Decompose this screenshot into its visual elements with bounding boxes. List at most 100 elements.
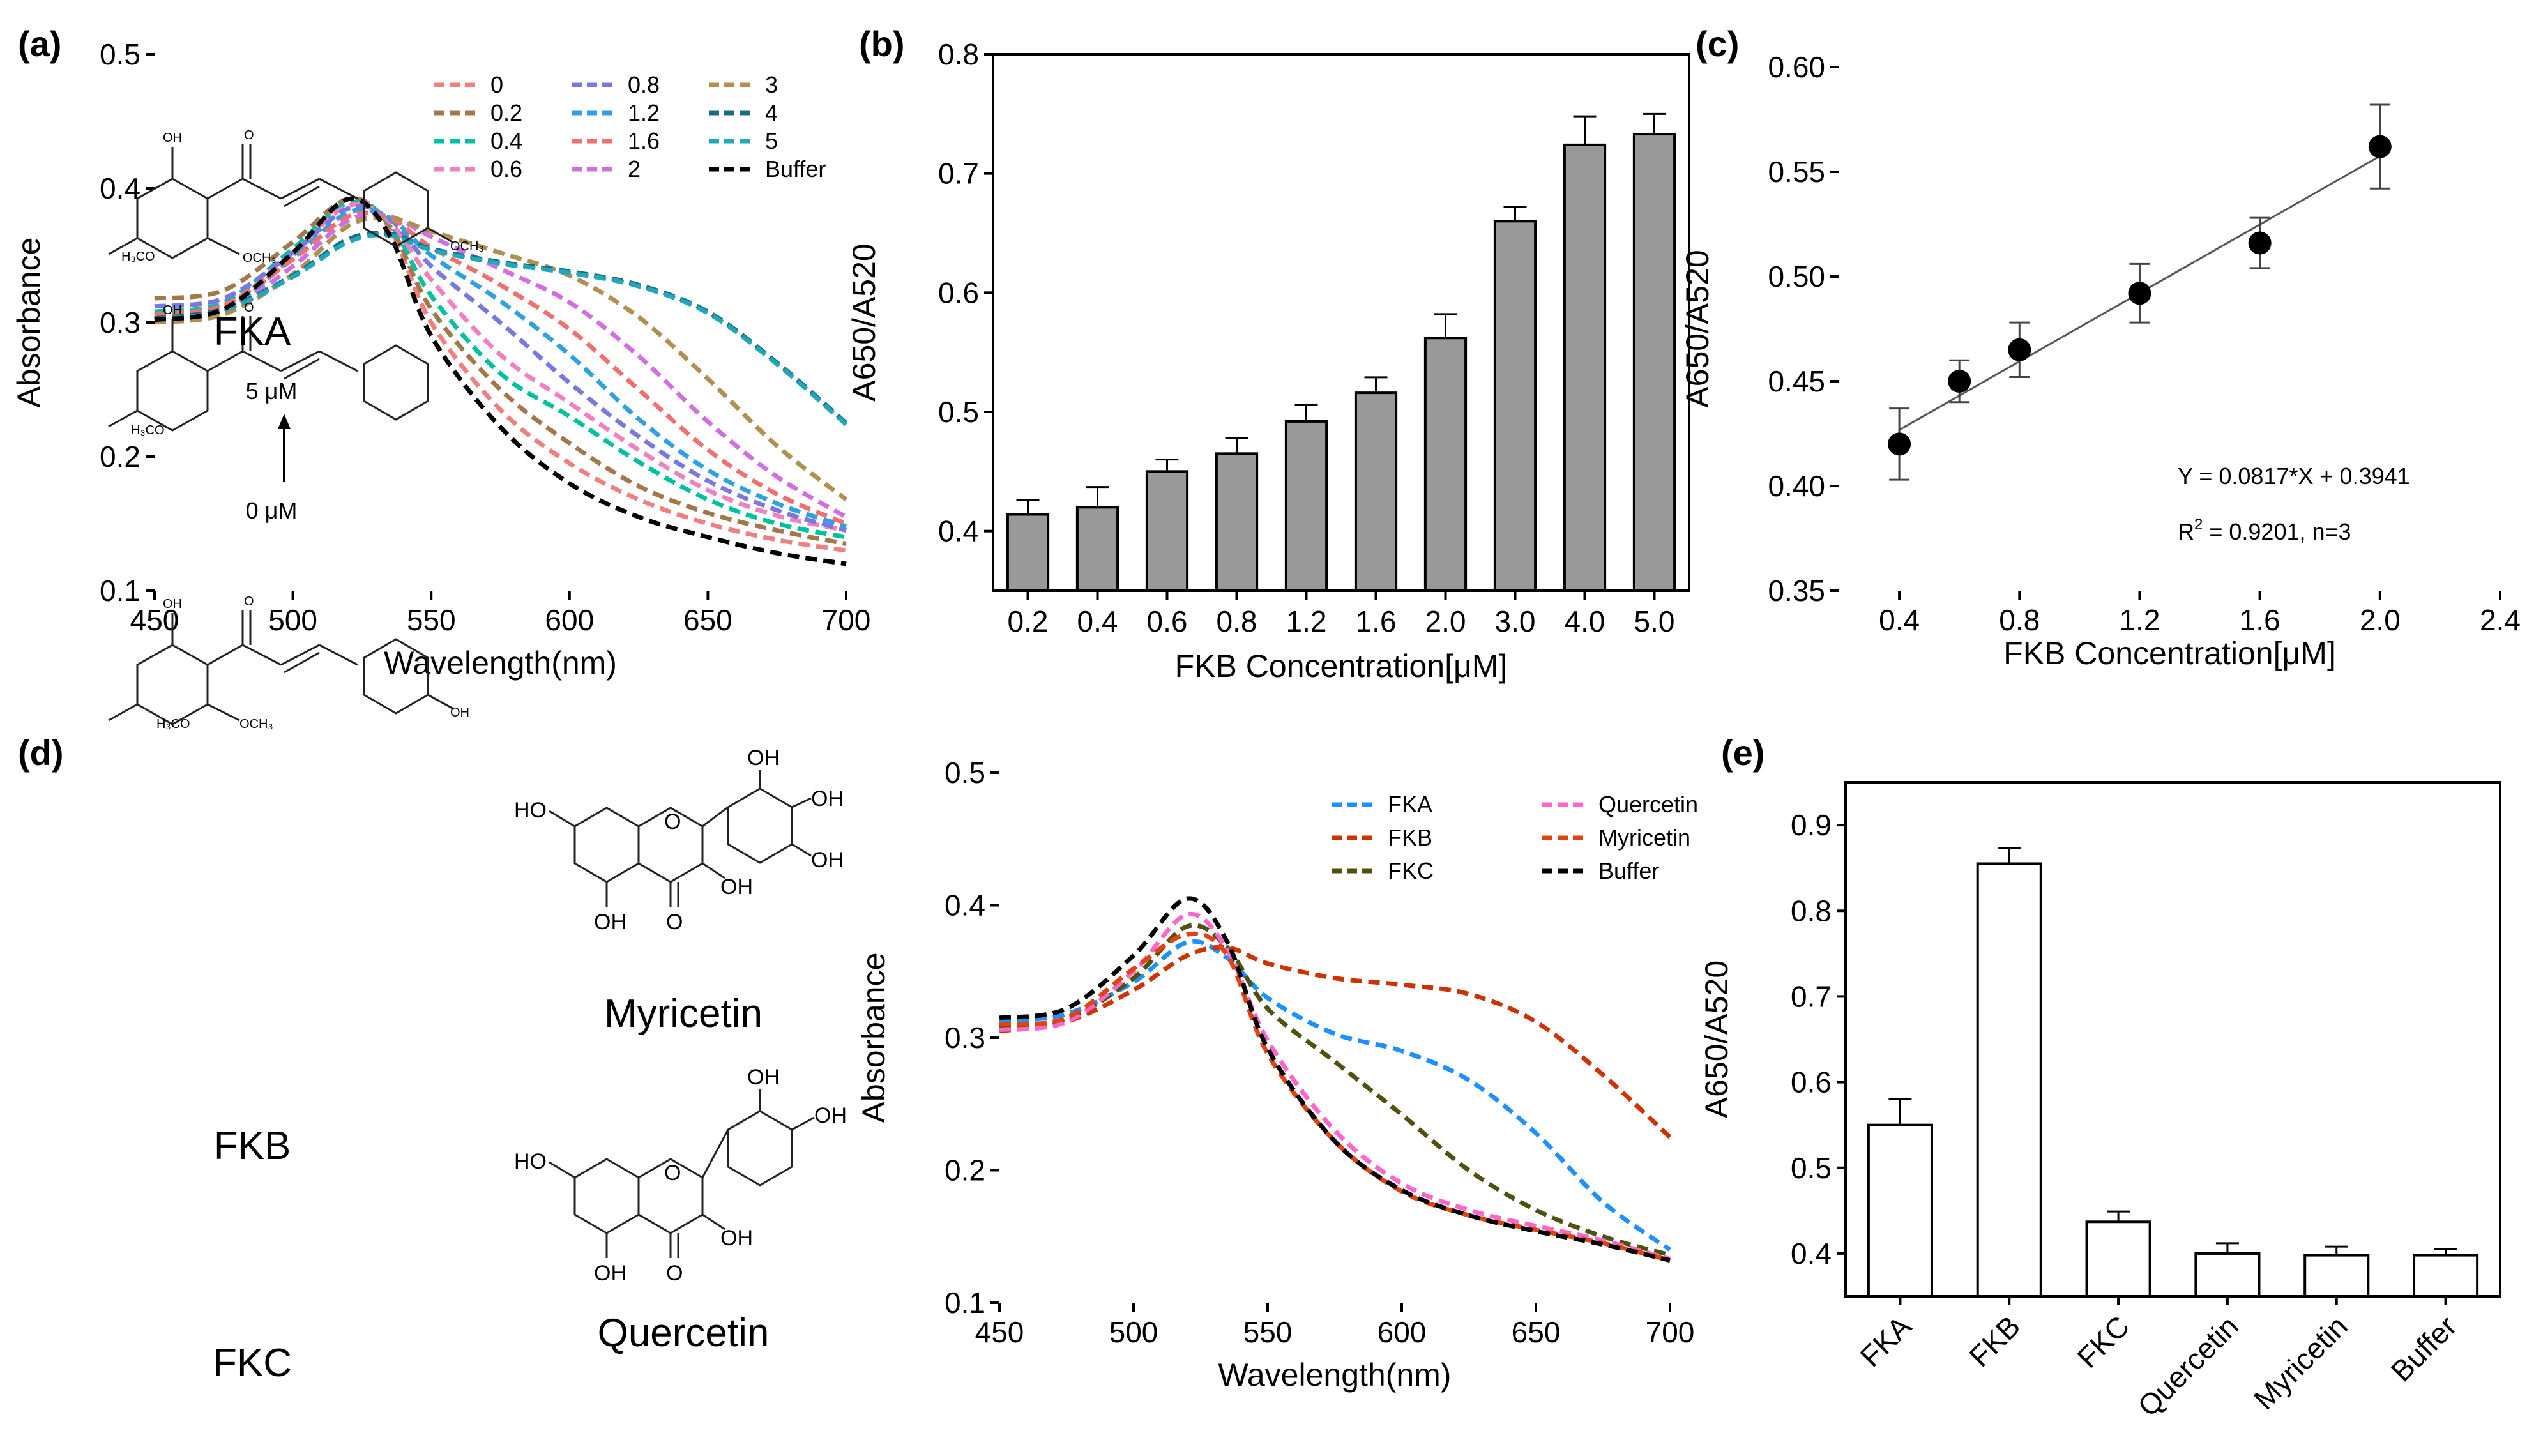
y-tick-label: 0.4: [100, 172, 140, 205]
y-tick-label: 0.6: [938, 276, 979, 309]
x-axis-label: FKB Concentration[μM]: [2003, 635, 2336, 671]
bar-4.0: [1563, 143, 1607, 593]
data-point: [2008, 338, 2031, 361]
y-tick-label: 0.4: [938, 515, 979, 548]
structure-name-fkc: FKC: [213, 1341, 292, 1385]
y-tick-label: 0.2: [100, 440, 140, 473]
y-tick-label: 0.5: [100, 38, 140, 71]
plot-frame-b: [992, 53, 1690, 592]
legend-label: 1.6: [628, 128, 660, 154]
y-tick-label: 0.5: [1791, 1151, 1832, 1185]
atom-o: O: [244, 301, 254, 315]
y-axis-label: A650/A520: [1699, 960, 1734, 1118]
y-tick-label: 0.9: [1791, 808, 1832, 842]
x-tick-label: 650: [683, 603, 732, 637]
atom-oh: OH: [594, 1261, 626, 1285]
y-tick-label: 0.55: [1768, 155, 1825, 188]
legend-label: 0.4: [490, 128, 522, 154]
y-tick-label: 0.60: [1768, 50, 1825, 84]
atom-o: O: [664, 810, 681, 834]
bar-0.8: [1215, 452, 1259, 592]
data-point: [2368, 135, 2392, 158]
bar-2.0: [1423, 337, 1468, 592]
y-tick-label: 0.4: [945, 889, 985, 922]
atom-h3co: H₃CO: [156, 717, 190, 731]
series-line-1.2: [154, 207, 847, 529]
x-tick-label: 0.4: [1077, 605, 1118, 638]
y-tick-label: 0.3: [945, 1021, 985, 1054]
structure-fkb: [108, 316, 429, 432]
panel-label-b: (b): [859, 24, 905, 64]
series-line-0.4: [154, 200, 847, 540]
structure-fka: [108, 144, 454, 259]
series-line-0.8: [154, 204, 847, 533]
fit-equation: Y = 0.0817*X + 0.3941: [2178, 463, 2410, 489]
series-line-myricetin: [999, 931, 1671, 1263]
legend-label: 3: [765, 72, 778, 98]
x-tick-label: 0.6: [1147, 605, 1188, 638]
bar-myricetin: [2303, 1254, 2370, 1298]
series-line-buffer: [999, 896, 1671, 1263]
series-line-fkb: [999, 944, 1672, 1139]
series-line-fka: [999, 939, 1672, 1252]
x-tick-label: 1.2: [1286, 605, 1327, 638]
y-tick-label: 0.45: [1768, 365, 1825, 398]
series-line-4: [154, 231, 848, 425]
legend-label: Myricetin: [1598, 824, 1690, 851]
y-tick-label: 0.1: [945, 1286, 985, 1319]
bar-1.2: [1284, 420, 1328, 593]
data-point: [2248, 231, 2272, 255]
chart-c-scatter-fit: 0.35 0.40 0.45 0.50 0.55 0.60 A650/A520 0.4 0.8 1…: [1680, 50, 2521, 671]
legend-label: 0.2: [490, 100, 522, 126]
data-point: [2128, 282, 2151, 305]
x-tick-label: 450: [130, 603, 179, 637]
x-tick-label: FKC: [2070, 1309, 2136, 1374]
atom-oh: OH: [814, 1103, 847, 1128]
atom-o: O: [666, 910, 683, 934]
x-tick-label: 1.6: [1356, 605, 1397, 638]
y-tick-label: 0.5: [938, 395, 979, 428]
x-tick-label: 1.2: [2119, 603, 2160, 637]
atom-oh: OH: [163, 303, 182, 317]
panel-label-e: (e): [1721, 732, 1764, 773]
x-axis-label: Wavelength(nm): [1218, 1357, 1452, 1393]
bar-quercetin: [2194, 1252, 2261, 1298]
atom-oh: OH: [163, 597, 182, 611]
structure-name-fka: FKA: [214, 310, 291, 354]
x-tick-label: FKB: [1962, 1309, 2026, 1373]
chemical-structures: [108, 144, 815, 1258]
y-tick-label: 0.7: [1791, 980, 1832, 1013]
y-tick-label: 0.40: [1768, 469, 1825, 503]
y-tick-label: 0.1: [100, 574, 140, 607]
legend-label: 2: [628, 156, 641, 182]
plot-frame-e: [1844, 781, 2501, 1298]
x-tick-label: 600: [545, 603, 594, 637]
panel-label-a: (a): [18, 24, 61, 64]
atom-oh: OH: [811, 787, 844, 811]
series-line-2: [154, 212, 847, 519]
x-tick-label: 500: [1109, 1316, 1158, 1349]
legend-label: 1.2: [628, 100, 660, 126]
structure-name-quercetin: Quercetin: [598, 1311, 770, 1355]
y-axis-label: Absorbance: [856, 953, 892, 1123]
x-tick-label: 2.0: [2360, 603, 2401, 637]
x-tick-label: 2.4: [2480, 603, 2521, 637]
y-axis-label: A650/A520: [1680, 250, 1715, 407]
bar-0.4: [1075, 506, 1119, 592]
legend-label: 5: [765, 128, 778, 154]
structure-name-fkb: FKB: [214, 1124, 291, 1168]
atom-oh: OH: [811, 848, 844, 872]
legend-label: 0.6: [490, 156, 522, 182]
atom-oh: OH: [747, 1065, 780, 1089]
series-line-5: [154, 232, 848, 427]
legend-label: 0.8: [628, 72, 660, 98]
atom-oh: OH: [450, 706, 469, 720]
x-tick-label: 450: [975, 1316, 1024, 1349]
bar-buffer: [2413, 1254, 2479, 1298]
bar-1.6: [1354, 391, 1398, 593]
chart-d-absorbance-spectra: 0.1 0.2 0.3 0.4 0.5 Absorbance 450 500 550 600 650…: [856, 756, 1698, 1393]
x-tick-label: 550: [407, 603, 456, 637]
x-tick-label: 0.8: [1999, 603, 2040, 637]
panel-label-c: (c): [1696, 24, 1739, 64]
